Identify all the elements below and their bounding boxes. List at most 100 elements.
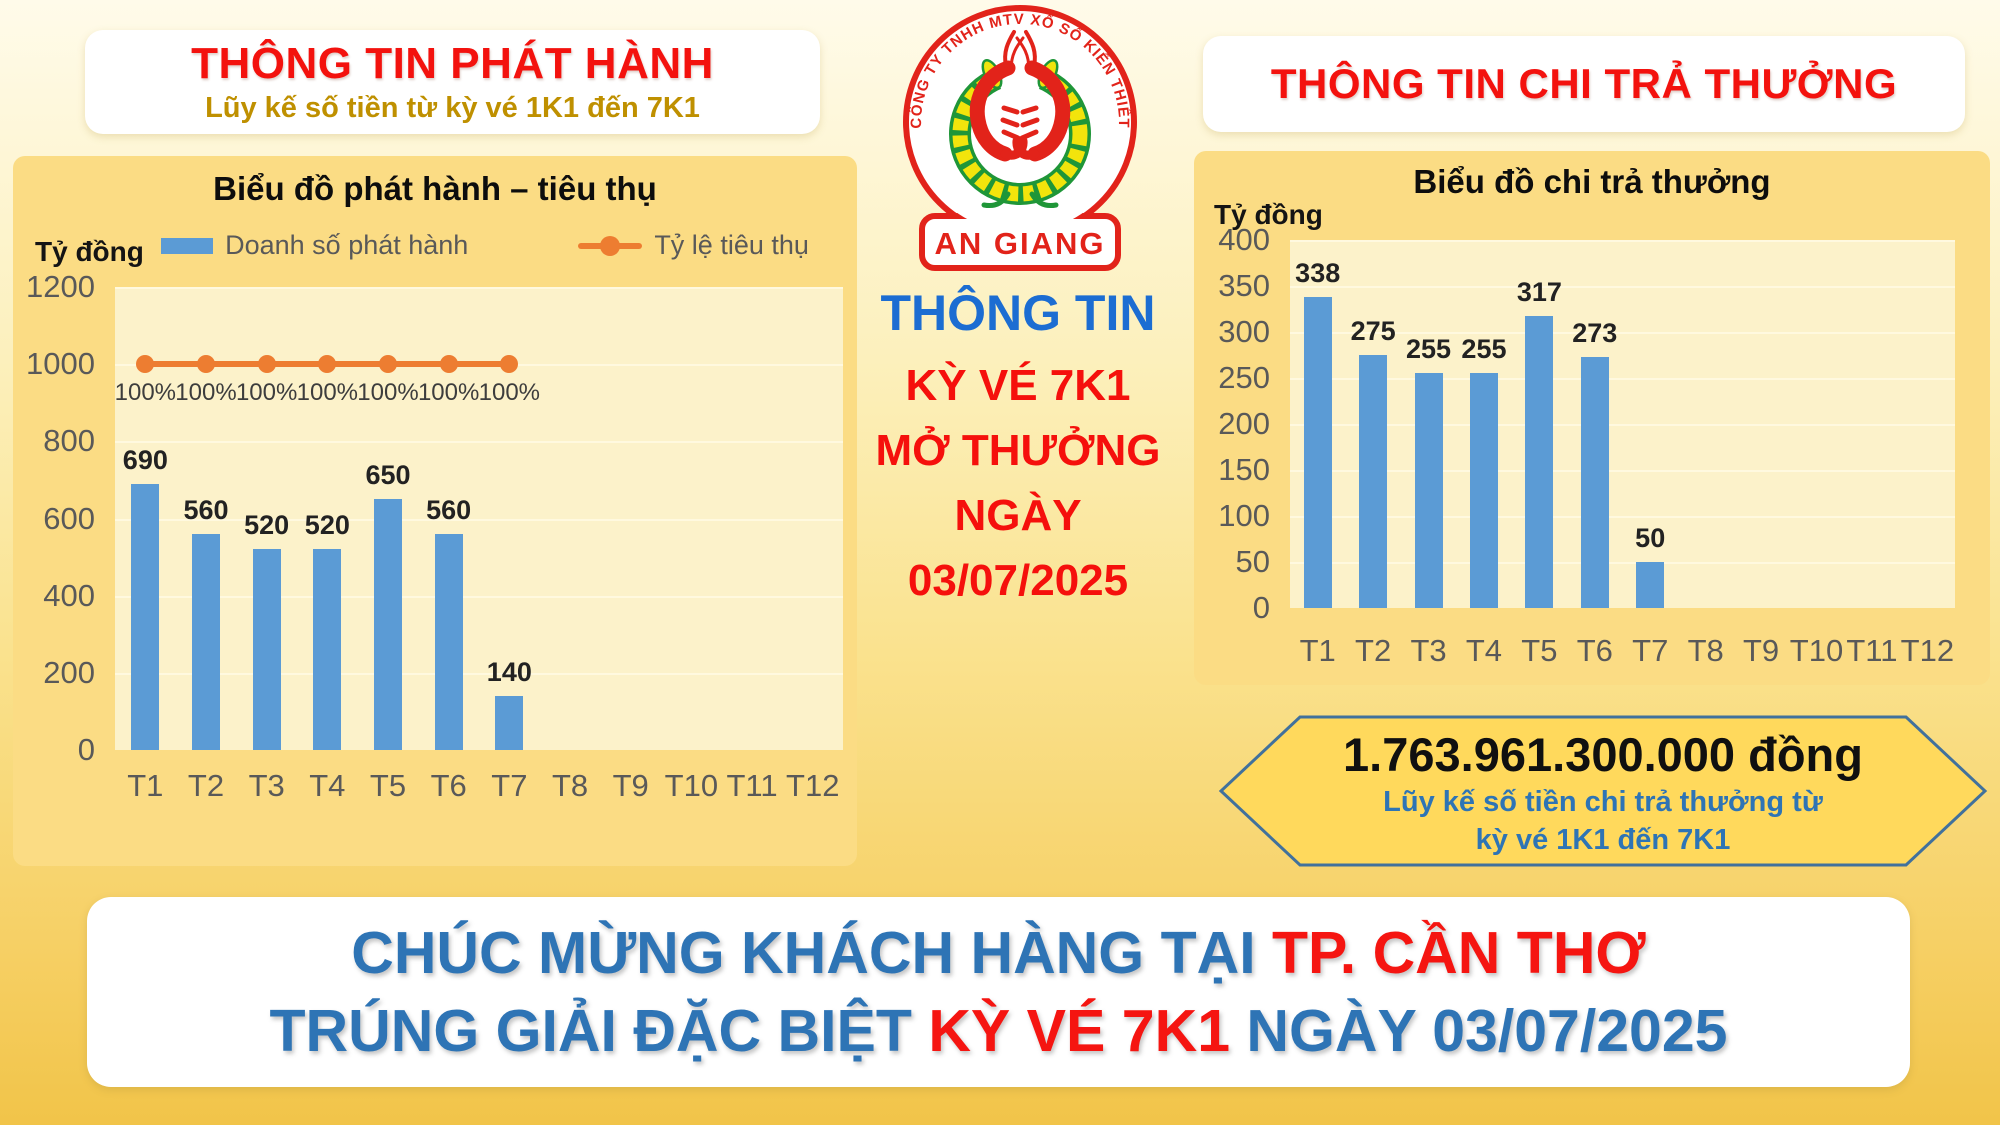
draw-info-day-word: NGÀY <box>954 491 1082 540</box>
gridline <box>115 287 843 289</box>
x-tick-label: T10 <box>664 768 719 803</box>
y-tick-label: 0 <box>77 732 95 767</box>
draw-info-date: 03/07/2025 <box>907 556 1129 605</box>
congratulations-banner: CHÚC MỪNG KHÁCH HÀNG TẠI TP. CẦN THƠ TRÚ… <box>87 897 1910 1087</box>
congrats-line-1: CHÚC MỪNG KHÁCH HÀNG TẠI TP. CẦN THƠ <box>351 919 1646 987</box>
line-value-label: 100% <box>235 379 298 407</box>
bar <box>131 483 160 750</box>
congrats-line2-red: KỲ VÉ 7K1 <box>928 998 1247 1064</box>
bar-value-label: 317 <box>1516 277 1562 308</box>
line-marker-icon <box>197 355 215 374</box>
bar <box>1580 356 1609 608</box>
line-series-dot-icon <box>600 235 621 256</box>
line-value-label: 100% <box>478 379 541 407</box>
x-tick-label: T10 <box>1789 633 1844 668</box>
payout-total-amount: 1.763.961.300.000 đồng <box>1343 727 1863 781</box>
x-tick-label: T6 <box>1576 633 1613 668</box>
bar <box>1525 316 1554 608</box>
line-marker-icon <box>318 355 337 374</box>
x-tick-label: T4 <box>309 768 346 803</box>
gridline <box>1290 286 1955 288</box>
gridline <box>1290 470 1955 472</box>
issuance-subtitle: Lũy kế số tiền từ kỳ vé 1K1 đến 7K1 <box>205 92 700 124</box>
banner-text-block: 1.763.961.300.000 đồng Lũy kế số tiền ch… <box>1218 714 1988 868</box>
line-value-label: 100% <box>357 379 419 407</box>
bar <box>495 695 524 750</box>
legend-item-bar-series: Doanh số phát hành <box>161 230 468 261</box>
x-tick-label: T11 <box>1846 633 1898 668</box>
an-giang-lottery-logo: CÔNG TY TNHH MTV XỔ SỐ KIẾN THIẾT AN GIA… <box>903 5 1137 271</box>
gridline <box>1290 378 1955 380</box>
bar-value-label: 560 <box>183 494 229 525</box>
y-tick-label: 600 <box>43 500 95 536</box>
bar-value-label: 275 <box>1350 316 1396 346</box>
payout-total-banner: 1.763.961.300.000 đồng Lũy kế số tiền ch… <box>1218 714 1988 868</box>
line-series-swatch-icon <box>578 235 643 256</box>
y-tick-label: 1200 <box>26 269 95 304</box>
bar-value-label: 650 <box>365 460 411 491</box>
gridline <box>1290 424 1955 426</box>
x-tick-label: T4 <box>1465 633 1503 668</box>
bar-value-label: 560 <box>426 494 472 525</box>
payout-plot-area: 338 275 255 255 317 273 50 <box>1290 240 1955 608</box>
x-tick-label: T5 <box>1521 633 1558 668</box>
y-tick-label: 100 <box>1218 498 1270 533</box>
y-tick-label: 400 <box>1218 222 1270 257</box>
y-tick-label: 50 <box>1235 544 1270 579</box>
issuance-x-axis: T1 T2 T3 T4 T5 T6 T7 T8 T9 T10 T11 T12 <box>115 768 843 804</box>
bar <box>1359 355 1388 608</box>
draw-info-open: MỞ THƯỞNG <box>875 426 1161 475</box>
bar <box>434 533 463 750</box>
draw-info-ticket: KỲ VÉ 7K1 <box>905 361 1131 410</box>
line-value-label: 100% <box>175 379 237 407</box>
issuance-axis-unit: Tỷ đồng <box>35 236 144 267</box>
bar-value-label: 520 <box>244 510 290 541</box>
gridline <box>115 595 843 598</box>
line-value-label: 100% <box>114 379 177 407</box>
x-tick-label: T3 <box>1410 633 1447 668</box>
x-tick-label: T3 <box>248 768 285 803</box>
payout-total-caption-2: kỳ vé 1K1 đến 7K1 <box>1475 823 1731 856</box>
bar-value-label: 338 <box>1295 258 1341 289</box>
issuance-legend: Doanh số phát hành Tỷ lệ tiêu thụ <box>143 230 827 261</box>
legend-item-line-series: Tỷ lệ tiêu thụ <box>578 230 809 261</box>
payout-chart-title: Biểu đồ chi trả thưởng <box>1413 163 1771 200</box>
payout-x-axis: T1 T2 T3 T4 T5 T6 T7 T8 T9 T10 T11 T12 <box>1290 633 1955 669</box>
payout-title-box: THÔNG TIN CHI TRẢ THƯỞNG <box>1203 36 1965 132</box>
x-tick-label: T7 <box>491 768 528 803</box>
issuance-chart-title: Biểu đồ phát hành – tiêu thụ <box>213 170 657 207</box>
gridline <box>1290 516 1955 518</box>
bar <box>374 499 402 750</box>
x-tick-label: T9 <box>612 768 649 803</box>
bar-value-label: 255 <box>1461 334 1507 365</box>
bar-series-label: Doanh số phát hành <box>225 230 469 260</box>
line-marker-icon <box>136 355 155 374</box>
bar <box>252 549 281 750</box>
y-tick-label: 0 <box>1252 590 1270 625</box>
x-tick-label: T9 <box>1742 633 1780 668</box>
payout-axis-unit: Tỷ đồng <box>1214 199 1323 230</box>
payout-title: THÔNG TIN CHI TRẢ THƯỞNG <box>1270 60 1898 107</box>
y-tick-label: 200 <box>43 654 95 690</box>
y-tick-label: 350 <box>1218 268 1270 303</box>
bar <box>192 533 220 750</box>
bar <box>313 549 342 750</box>
y-tick-label: 250 <box>1218 360 1270 395</box>
issuance-title-box: THÔNG TIN PHÁT HÀNH Lũy kế số tiền từ kỳ… <box>85 30 820 134</box>
issuance-plot-area: 690 560 520 520 650 560 140 100% 100% 100% 100% 100… <box>115 287 843 750</box>
x-tick-label: T2 <box>187 768 225 803</box>
x-tick-label: T6 <box>430 768 467 803</box>
payout-y-axis: 0 50 100 150 200 250 300 350 400 <box>1194 222 1280 625</box>
congrats-line1-blue: CHÚC MỪNG KHÁCH HÀNG TẠI <box>351 920 1272 986</box>
bar-value-label: 273 <box>1572 317 1618 348</box>
bar-value-label: 50 <box>1635 523 1666 553</box>
bar-value-label: 140 <box>486 656 532 687</box>
bar-series-swatch-icon <box>161 237 214 254</box>
x-tick-label: T1 <box>127 768 164 803</box>
congrats-line1-red: TP. CẦN THƠ <box>1272 920 1646 986</box>
bar <box>1414 373 1443 608</box>
line-marker-icon <box>379 355 397 374</box>
x-tick-label: T8 <box>551 768 589 803</box>
payout-chart-panel: Biểu đồ chi trả thưởng Tỷ đồng 0 50 100 150… <box>1194 151 1990 685</box>
